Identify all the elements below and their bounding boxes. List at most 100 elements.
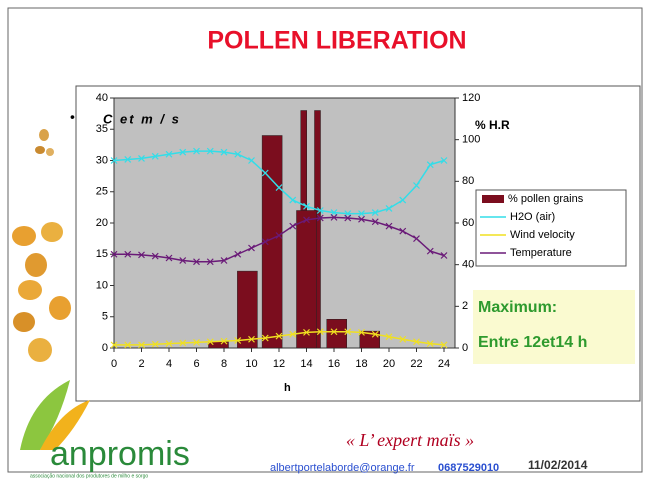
point-marker: [289, 222, 297, 230]
point-marker: [248, 157, 255, 164]
point-marker: [385, 204, 393, 212]
y-tick-label: 0: [102, 342, 108, 354]
point-marker: [413, 338, 420, 346]
point-marker: [220, 148, 228, 156]
y2-tick-label: 120: [462, 92, 480, 104]
point-marker: [248, 244, 255, 252]
point-marker: [440, 157, 448, 164]
point-marker: [399, 196, 407, 204]
point-marker: [193, 338, 200, 346]
point-marker: [151, 152, 159, 160]
point-marker: [138, 251, 145, 259]
point-marker: [275, 332, 283, 340]
title: POLLEN LIBERATION: [207, 27, 466, 55]
x-tick-label: 20: [383, 358, 395, 370]
point-marker: [261, 334, 269, 342]
point-marker: [138, 341, 145, 349]
point-marker: [275, 184, 283, 192]
point-marker: [330, 213, 338, 221]
x-tick-label: 16: [328, 358, 340, 370]
point-marker: [316, 328, 324, 336]
legend-label: H2O (air): [510, 211, 555, 223]
point-marker: [289, 330, 297, 338]
point-marker: [193, 147, 200, 155]
point-marker: [110, 250, 118, 258]
x-tick-label: 10: [245, 358, 257, 370]
point-marker: [124, 250, 132, 258]
point-marker: [110, 157, 118, 164]
bar: [296, 210, 317, 349]
point-marker: [385, 333, 393, 341]
annotation: Entre 12et14 h: [478, 334, 587, 351]
bullet: •: [70, 109, 75, 125]
x-tick-label: 22: [410, 358, 422, 370]
point-marker: [399, 335, 407, 343]
point-marker: [344, 214, 352, 222]
x-tick-label: 18: [355, 358, 367, 370]
phone: 0687529010: [438, 462, 499, 474]
point-marker: [124, 341, 132, 349]
point-marker: [124, 156, 132, 163]
y-tick-label: 40: [96, 92, 108, 104]
point-marker: [330, 328, 338, 336]
point-marker: [316, 207, 324, 214]
point-marker: [179, 148, 187, 156]
legend-label: % pollen grains: [508, 193, 584, 205]
point-marker: [303, 202, 310, 210]
point-marker: [371, 330, 379, 338]
x-tick-label: 24: [438, 358, 450, 370]
y-tick-label: 10: [96, 279, 108, 291]
y2-tick-label: 80: [462, 175, 474, 187]
point-marker: [138, 154, 145, 162]
point-marker: [426, 247, 434, 255]
bar: [326, 319, 347, 349]
point-marker: [303, 328, 310, 336]
annotation: Maximum:: [478, 299, 557, 316]
point-marker: [316, 214, 324, 222]
x-tick-label: 14: [300, 358, 312, 370]
y-tick-label: 25: [96, 186, 108, 198]
point-marker: [220, 257, 228, 264]
point-marker: [440, 252, 448, 259]
y-axis-label: C et m / s: [103, 111, 181, 126]
point-marker: [206, 147, 214, 155]
y2-tick-label: 100: [462, 134, 480, 146]
point-marker: [193, 258, 200, 266]
y2-axis-label: % H.R: [475, 118, 510, 132]
y2-tick-label: 60: [462, 217, 474, 229]
x-tick-label: 0: [111, 358, 117, 370]
point-marker: [151, 340, 159, 348]
logo: anpromis: [50, 435, 190, 473]
x-tick-label: 8: [221, 358, 227, 370]
x-axis-label: h: [284, 382, 291, 394]
point-marker: [358, 210, 365, 218]
point-marker: [110, 341, 118, 349]
y-tick-label: 35: [96, 123, 108, 135]
corn-kernels: [12, 129, 90, 450]
point-marker: [206, 338, 214, 346]
point-marker: [440, 341, 448, 349]
y2-tick-label: 0: [462, 342, 468, 354]
point-marker: [385, 222, 393, 230]
slide-frame: [7, 7, 643, 473]
motto: « L’ expert maïs »: [346, 430, 474, 450]
point-marker: [358, 328, 365, 336]
y-tick-label: 20: [96, 217, 108, 229]
point-marker: [426, 161, 434, 169]
tagline: associação nacional dos produtores de mi…: [30, 473, 148, 479]
point-marker: [303, 216, 310, 224]
x-tick-label: 2: [138, 358, 144, 370]
x-tick-label: 6: [193, 358, 199, 370]
y-tick-label: 30: [96, 154, 108, 166]
point-marker: [234, 250, 242, 258]
y2-tick-label: 40: [462, 259, 474, 271]
legend-label: Wind velocity: [510, 229, 575, 241]
point-marker: [165, 254, 173, 262]
point-marker: [413, 182, 420, 189]
point-marker: [275, 232, 283, 239]
y-tick-label: 15: [96, 248, 108, 260]
point-marker: [206, 258, 214, 266]
point-marker: [220, 337, 228, 345]
plot-area: [113, 97, 456, 349]
